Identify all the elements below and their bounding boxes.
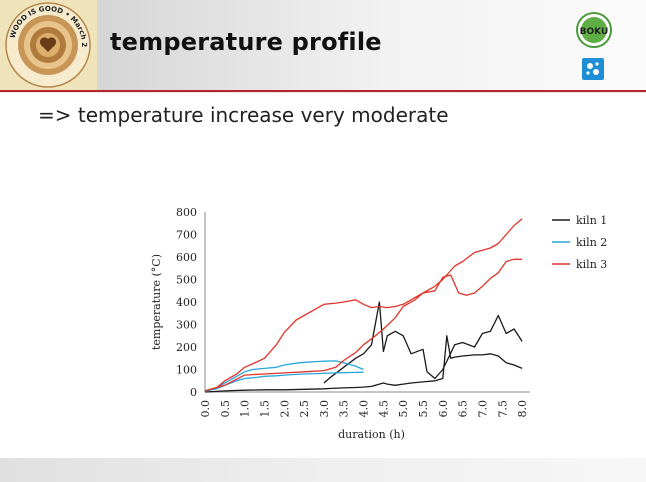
x-tick-label: 3.5 bbox=[338, 400, 351, 418]
x-tick-label: 7.0 bbox=[476, 400, 489, 418]
x-tick-label: 6.5 bbox=[457, 400, 470, 418]
temperature-chart: 0 100 200 300 400 500 600 700 800 0.0 0.5 1.0 1.5 2.0… bbox=[140, 198, 626, 448]
header-divider-shadow bbox=[0, 92, 646, 93]
y-axis-label: temperature (°C) bbox=[150, 254, 163, 350]
y-tick-label: 500 bbox=[176, 274, 197, 287]
x-tick-label: 1.5 bbox=[258, 400, 271, 418]
y-tick-label: 200 bbox=[176, 341, 197, 354]
x-tick-label: 2.5 bbox=[298, 400, 311, 418]
y-tick-label: 800 bbox=[176, 206, 197, 219]
boku-text: BOKU bbox=[580, 27, 609, 37]
chart-legend: kiln 1 kiln 2 kiln 3 bbox=[552, 214, 607, 271]
x-tick-label: 5.0 bbox=[397, 400, 410, 418]
wood-day-logo: WOOD IS GOOD • March 21st WORLD WOOD DAY bbox=[0, 0, 97, 91]
legend-label: kiln 2 bbox=[576, 236, 607, 249]
series-line-kiln-3 bbox=[204, 218, 523, 392]
chart-axes: 0 100 200 300 400 500 600 700 800 0.0 0.5 1.0 1.5 2.0… bbox=[150, 206, 530, 441]
series-line-kiln-1 bbox=[204, 335, 523, 393]
x-tick-label: 5.5 bbox=[417, 400, 430, 418]
y-tick-label: 300 bbox=[176, 319, 197, 332]
y-tick-label: 700 bbox=[176, 229, 197, 242]
x-tick-label: 3.0 bbox=[318, 400, 331, 418]
y-tick-label: 0 bbox=[190, 386, 197, 399]
slide-footer bbox=[0, 458, 646, 482]
series-line-kiln-2 bbox=[204, 360, 364, 392]
institute-logo-icon bbox=[582, 58, 604, 80]
legend-label: kiln 1 bbox=[576, 214, 607, 227]
slide-title: temperature profile bbox=[110, 28, 382, 56]
y-tick-label: 100 bbox=[176, 364, 197, 377]
temperature-chart-svg: 0 100 200 300 400 500 600 700 800 0.0 0.5 1.0 1.5 2.0… bbox=[150, 206, 607, 441]
legend-label: kiln 3 bbox=[576, 258, 607, 271]
series-line-kiln-2 bbox=[204, 371, 364, 392]
wood-rings-icon: WOOD IS GOOD • March 21st WORLD WOOD DAY bbox=[0, 0, 91, 88]
header-divider bbox=[0, 90, 646, 92]
x-tick-label: 0.0 bbox=[199, 400, 212, 418]
x-tick-label: 8.0 bbox=[516, 400, 529, 418]
x-tick-label: 0.5 bbox=[219, 400, 232, 418]
x-tick-label: 6.0 bbox=[437, 400, 450, 418]
x-tick-label: 2.0 bbox=[278, 400, 291, 418]
x-tick-label: 1.0 bbox=[239, 400, 252, 418]
chart-lines bbox=[204, 218, 523, 393]
slide-header bbox=[0, 0, 646, 92]
series-line-kiln-3 bbox=[204, 258, 523, 392]
boku-logo-icon: BOKU bbox=[576, 12, 612, 48]
bullet-text: => temperature increase very moderate bbox=[38, 103, 449, 127]
x-tick-label: 4.5 bbox=[377, 400, 390, 418]
y-tick-label: 400 bbox=[176, 296, 197, 309]
y-tick-label: 600 bbox=[176, 251, 197, 264]
series-line-kiln-1 bbox=[323, 301, 523, 384]
x-tick-label: 7.5 bbox=[496, 400, 509, 418]
x-axis-label: duration (h) bbox=[338, 428, 405, 441]
x-tick-label: 4.0 bbox=[358, 400, 371, 418]
